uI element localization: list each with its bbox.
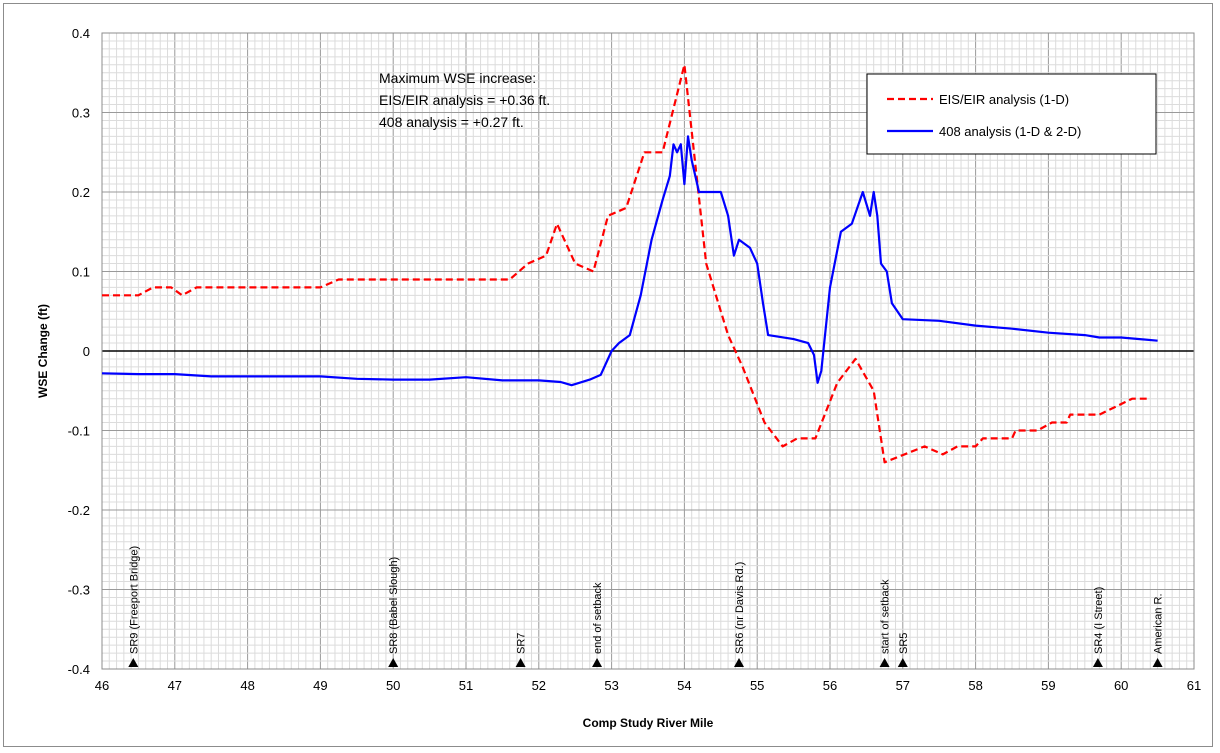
location-marker [515, 658, 526, 667]
y-tick-label: 0.1 [72, 265, 90, 280]
location-marker-label: end of setback [592, 582, 604, 654]
x-tick-label: 46 [95, 678, 109, 693]
x-tick-label: 60 [1114, 678, 1128, 693]
y-tick-label: -0.1 [68, 424, 90, 439]
location-marker [897, 658, 908, 667]
series-line-408 [101, 135, 1158, 387]
location-marker [1092, 658, 1103, 667]
y-tick-label: 0.3 [72, 106, 90, 121]
location-marker-label: SR8 (Babel Slough) [388, 557, 400, 654]
plot-area [101, 32, 1195, 670]
x-tick-label: 52 [532, 678, 546, 693]
annotation-line: Maximum WSE increase: [379, 70, 536, 86]
x-tick-label: 49 [313, 678, 327, 693]
location-marker [592, 658, 603, 667]
series-line-eis-eir [102, 63, 1147, 464]
annotation-line: 408 analysis = +0.27 ft. [379, 114, 524, 130]
y-axis-title: WSE Change (ft) [36, 304, 50, 398]
location-marker-label: SR6 (nr Davis Rd.) [734, 562, 746, 654]
chart-svg: SR9 (Freeport Bridge) SR8 (Babel Slough) S… [36, 26, 1202, 730]
location-marker [734, 658, 744, 667]
x-tick-label: 59 [1041, 678, 1055, 693]
x-tick-label: 47 [168, 678, 182, 693]
x-tick-label: 48 [240, 678, 254, 693]
x-tick-label: 61 [1187, 678, 1201, 693]
x-tick-label: 56 [823, 678, 837, 693]
y-tick-label: -0.2 [68, 503, 90, 518]
tick-labels: 46 47 48 49 50 51 52 53 54 55 56 57 58 59 60 61 0.4 0.3 0.… [68, 26, 1202, 693]
location-marker-label: American R. [1153, 593, 1165, 654]
series-group [101, 63, 1158, 464]
location-markers: SR9 (Freeport Bridge) SR8 (Babel Slough) S… [128, 546, 1165, 667]
x-tick-label: 50 [386, 678, 400, 693]
x-tick-label: 53 [604, 678, 618, 693]
y-tick-label: 0.2 [72, 185, 90, 200]
chart-frame: SR9 (Freeport Bridge) SR8 (Babel Slough) S… [3, 3, 1213, 747]
location-marker-label: SR4 (I Street) [1093, 587, 1105, 654]
x-axis-title: Comp Study River Mile [583, 716, 714, 730]
annotation-line: EIS/EIR analysis = +0.36 ft. [379, 92, 550, 108]
x-tick-label: 58 [968, 678, 982, 693]
location-marker [128, 658, 139, 667]
x-tick-label: 55 [750, 678, 764, 693]
legend-box [866, 73, 1157, 155]
location-marker [388, 658, 399, 667]
x-tick-label: 57 [896, 678, 910, 693]
legend: EIS/EIR analysis (1-D) 408 analysis (1-D … [866, 73, 1157, 155]
location-marker [879, 658, 890, 667]
legend-label: EIS/EIR analysis (1-D) [939, 92, 1069, 107]
annotation: Maximum WSE increase: EIS/EIR analysis = … [379, 70, 550, 130]
y-tick-label: -0.4 [68, 662, 90, 677]
location-marker-label: SR9 (Freeport Bridge) [128, 546, 140, 654]
x-tick-label: 54 [677, 678, 691, 693]
y-tick-label: -0.3 [68, 583, 90, 598]
location-marker-label: SR7 [516, 633, 528, 654]
y-tick-label: 0.4 [72, 26, 90, 41]
x-tick-label: 51 [459, 678, 473, 693]
legend-label: 408 analysis (1-D & 2-D) [939, 124, 1081, 139]
location-marker-label: SR5 [898, 633, 910, 654]
location-marker [1152, 658, 1163, 667]
y-tick-label: 0 [83, 344, 90, 359]
location-marker-label: start of setback [880, 579, 892, 654]
